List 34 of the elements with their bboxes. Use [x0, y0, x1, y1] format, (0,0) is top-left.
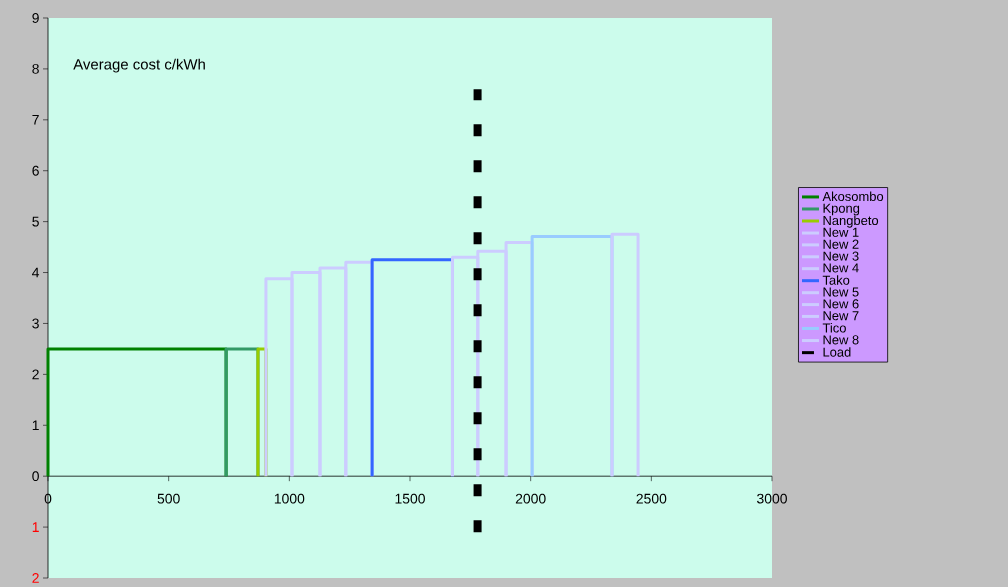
y-tick-label: 1: [32, 522, 39, 532]
x-tick-label: 1000: [274, 493, 305, 504]
y-tick-label: 2: [32, 369, 39, 380]
legend-label: Nangbeto: [823, 215, 879, 228]
x-tick-label: 2500: [636, 493, 667, 504]
legend-label: New 1: [823, 227, 859, 237]
legend-label: New 4: [823, 263, 859, 273]
legend-label: New 5: [823, 287, 859, 297]
y-tick-label: 1: [32, 420, 39, 431]
y-tick-label: 5: [32, 216, 39, 227]
y-tick-label: 2: [32, 573, 39, 583]
legend-label: Tako: [822, 275, 850, 285]
y-tick-label: 8: [32, 63, 39, 74]
y-tick-label: 6: [32, 165, 39, 176]
x-tick-label: 2000: [515, 493, 546, 504]
y-tick-label: 7: [32, 115, 39, 125]
legend-label: New 3: [823, 251, 859, 261]
legend-label: Akosombo: [822, 191, 884, 202]
y-tick-label: 0: [32, 471, 39, 482]
x-tick-label: 1500: [395, 493, 425, 504]
x-tick-label: 0: [44, 493, 52, 504]
legend-label: New 7: [823, 311, 859, 321]
x-tick-label: 500: [157, 493, 180, 504]
y-tick-label: 3: [32, 318, 39, 329]
legend-label: New 6: [823, 299, 859, 309]
legend-label: Load: [823, 347, 851, 357]
y-tick-label: 4: [32, 267, 40, 278]
x-tick-label: 3000: [757, 493, 787, 504]
legend-label: New 8: [823, 335, 859, 345]
legend-label: New 2: [823, 239, 859, 249]
legend-label: Kpong: [823, 203, 860, 216]
legend-label: Tico: [822, 323, 846, 333]
text: Average cost c/kWh: [73, 58, 205, 73]
y-tick-label: 9: [32, 13, 39, 23]
